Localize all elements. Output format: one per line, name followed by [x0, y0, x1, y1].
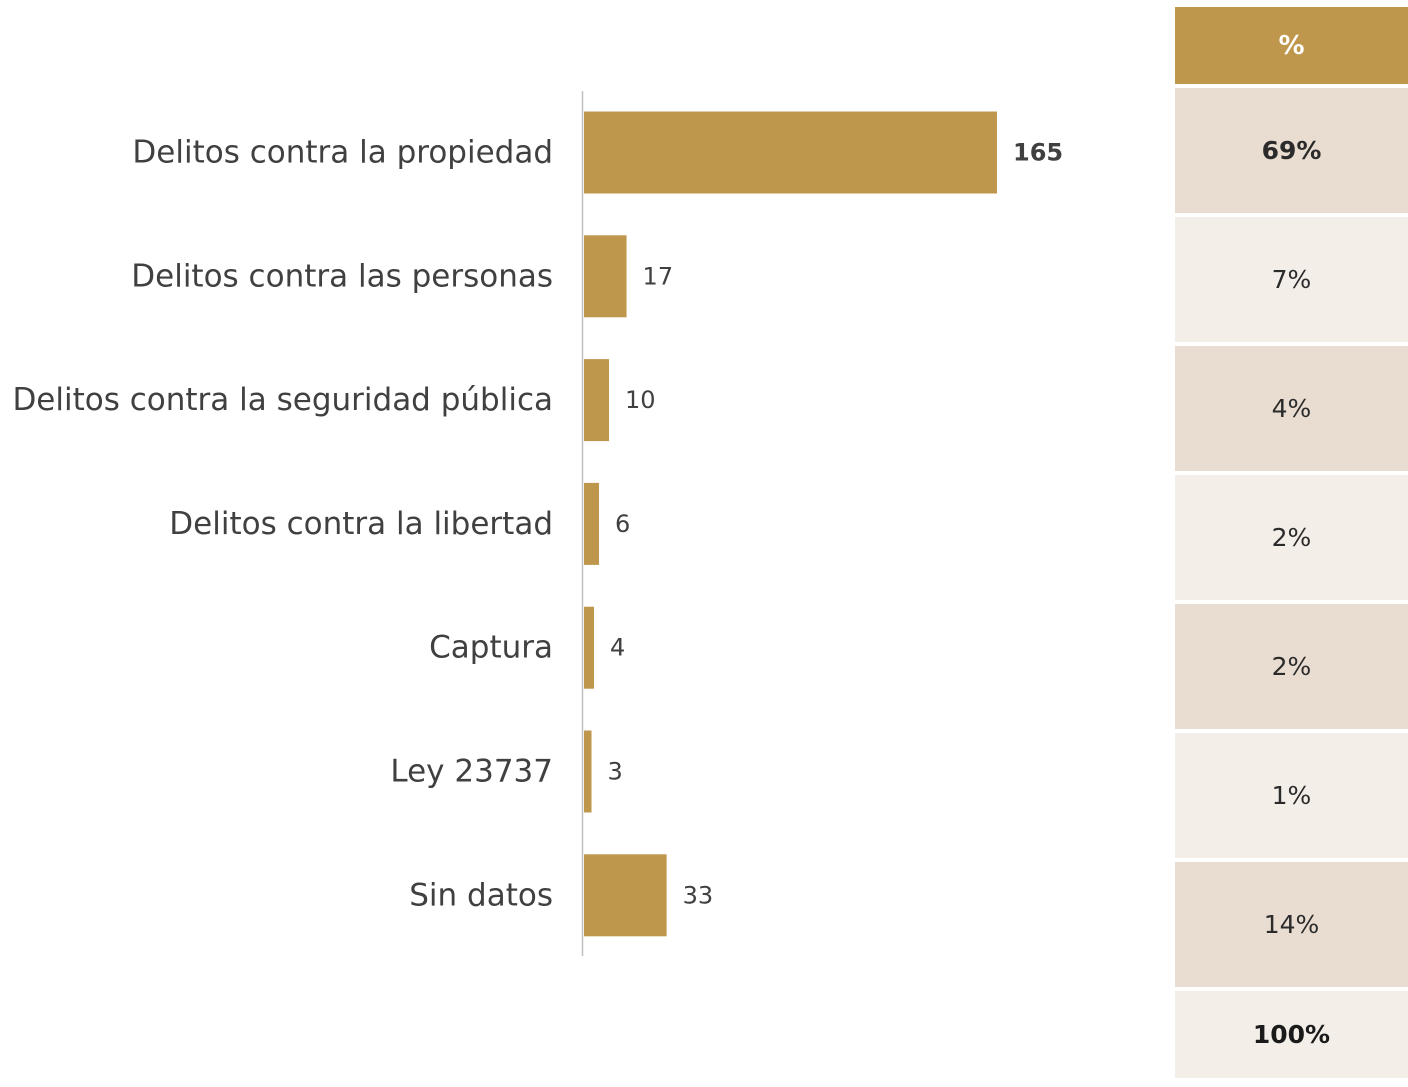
value-label-4: 4: [610, 634, 625, 662]
value-label-1: 17: [643, 262, 674, 290]
percentage-cell-6: 14%: [1175, 862, 1408, 987]
bar-0: [584, 111, 997, 194]
percentage-cell-4: 2%: [1175, 604, 1408, 729]
bar-3: [584, 482, 600, 565]
category-label-2: Delitos contra la seguridad pública: [12, 382, 553, 418]
bar-4: [584, 606, 595, 689]
percentage-cell-2: 4%: [1175, 346, 1408, 471]
value-label-6: 33: [683, 881, 714, 909]
bar-chart: Delitos contra la propiedad 165 Delitos co…: [12, 91, 1063, 956]
bar-5: [584, 730, 592, 813]
value-label-0: 165: [1013, 139, 1063, 167]
chart-marks: Delitos contra la propiedad 165 Delitos co…: [12, 111, 1063, 937]
category-label-6: Sin datos: [409, 877, 553, 913]
percentage-cell-5: 1%: [1175, 733, 1408, 858]
percentage-cell-0: 69%: [1175, 88, 1408, 213]
percentage-cell-1: 7%: [1175, 217, 1408, 342]
value-label-3: 6: [615, 510, 630, 538]
percentage-total: 100%: [1175, 991, 1408, 1078]
category-label-3: Delitos contra la libertad: [169, 506, 553, 542]
value-label-5: 3: [608, 758, 623, 786]
percentage-table-header: %: [1175, 7, 1408, 84]
category-label-0: Delitos contra la propiedad: [132, 135, 553, 171]
percentage-table: % 69% 7% 4% 2% 2% 1% 14% 100%: [1175, 7, 1408, 1078]
value-label-2: 10: [625, 386, 656, 414]
percentage-cell-3: 2%: [1175, 475, 1408, 600]
percentage-rows: 69% 7% 4% 2% 2% 1% 14%: [1175, 88, 1408, 987]
bar-6: [584, 854, 667, 937]
category-label-5: Ley 23737: [390, 754, 553, 790]
category-label-4: Captura: [429, 630, 553, 666]
category-label-1: Delitos contra las personas: [131, 258, 553, 294]
bar-1: [584, 235, 627, 318]
bar-2: [584, 359, 610, 442]
